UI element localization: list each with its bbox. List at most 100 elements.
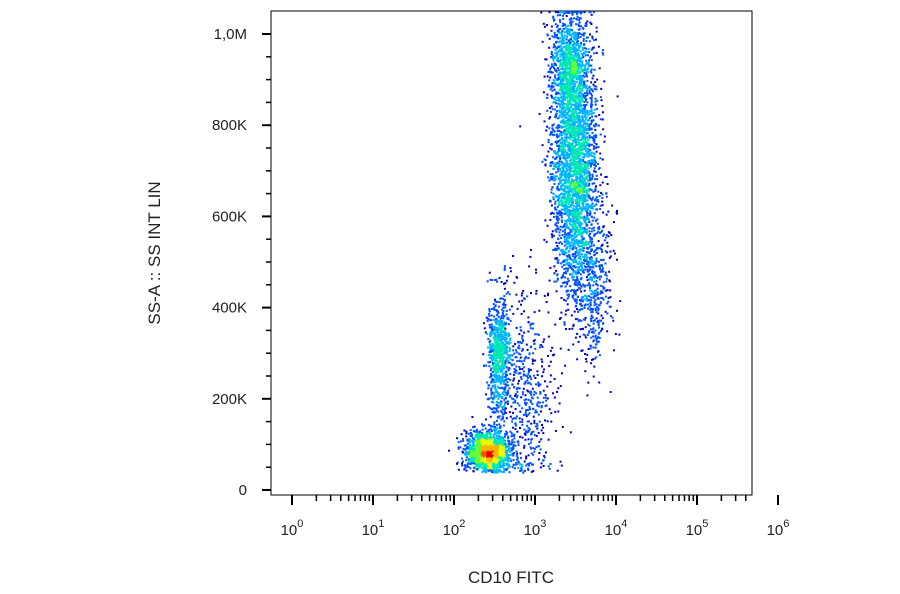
data-point bbox=[512, 446, 515, 448]
data-point bbox=[509, 267, 512, 269]
data-point bbox=[579, 188, 582, 191]
data-point bbox=[501, 351, 504, 354]
data-point bbox=[592, 226, 595, 229]
data-point bbox=[582, 120, 585, 123]
data-point bbox=[571, 191, 574, 194]
data-point bbox=[467, 447, 470, 450]
data-point bbox=[590, 119, 593, 122]
data-point bbox=[581, 216, 584, 219]
data-point bbox=[504, 337, 507, 339]
data-point bbox=[490, 444, 493, 447]
data-point bbox=[471, 440, 474, 443]
data-point bbox=[561, 178, 564, 181]
data-point bbox=[503, 321, 506, 324]
data-point bbox=[488, 466, 491, 469]
data-point bbox=[594, 103, 597, 106]
data-point bbox=[564, 131, 567, 134]
data-point bbox=[563, 268, 566, 271]
data-point bbox=[563, 142, 566, 145]
data-point bbox=[568, 149, 571, 152]
data-point bbox=[576, 277, 579, 280]
data-point bbox=[494, 304, 497, 307]
data-point bbox=[557, 149, 560, 152]
data-point bbox=[567, 202, 570, 205]
data-point bbox=[486, 437, 489, 440]
data-point bbox=[500, 452, 503, 455]
data-point bbox=[564, 259, 567, 262]
data-point bbox=[595, 146, 598, 149]
data-point bbox=[509, 457, 512, 460]
data-point bbox=[590, 108, 593, 111]
data-point bbox=[587, 196, 590, 199]
data-point bbox=[469, 467, 472, 470]
data-point bbox=[584, 199, 587, 202]
data-point bbox=[512, 447, 515, 450]
data-point bbox=[559, 199, 562, 202]
data-point bbox=[501, 308, 504, 311]
data-point bbox=[501, 311, 504, 314]
data-point bbox=[567, 226, 570, 229]
data-point bbox=[554, 247, 557, 250]
data-point bbox=[482, 436, 485, 439]
data-point bbox=[489, 331, 492, 334]
data-point bbox=[571, 199, 574, 201]
data-point bbox=[582, 112, 585, 115]
data-point bbox=[572, 204, 575, 207]
data-point bbox=[472, 452, 475, 455]
data-point bbox=[579, 175, 582, 178]
data-point bbox=[486, 333, 489, 335]
data-point bbox=[555, 175, 558, 178]
data-point bbox=[570, 209, 573, 212]
data-point bbox=[473, 454, 476, 456]
data-point bbox=[558, 317, 561, 320]
data-point bbox=[467, 458, 470, 461]
data-point bbox=[559, 173, 562, 176]
data-point bbox=[500, 460, 503, 463]
data-point bbox=[586, 147, 589, 150]
data-point bbox=[552, 249, 555, 252]
data-point bbox=[485, 436, 488, 438]
data-point bbox=[559, 180, 562, 183]
data-point bbox=[503, 295, 506, 297]
data-point bbox=[487, 453, 490, 456]
data-point bbox=[587, 243, 590, 246]
data-point bbox=[581, 153, 583, 156]
data-point bbox=[541, 144, 544, 147]
data-point bbox=[585, 229, 588, 232]
data-point bbox=[584, 126, 587, 129]
data-point bbox=[576, 243, 579, 246]
data-point bbox=[504, 435, 506, 438]
data-point bbox=[463, 444, 466, 447]
data-point bbox=[554, 179, 557, 182]
data-point bbox=[591, 104, 594, 107]
data-point bbox=[580, 148, 583, 151]
data-point bbox=[480, 446, 483, 449]
data-point bbox=[572, 210, 575, 213]
data-point bbox=[467, 452, 470, 455]
data-point bbox=[495, 435, 498, 437]
data-point bbox=[595, 196, 598, 198]
data-point bbox=[572, 237, 575, 240]
data-point bbox=[561, 108, 563, 111]
data-point bbox=[584, 172, 587, 175]
data-point bbox=[568, 255, 571, 258]
data-point bbox=[560, 180, 563, 183]
data-point bbox=[585, 189, 588, 192]
data-point bbox=[495, 371, 497, 374]
data-point bbox=[561, 372, 563, 375]
data-point bbox=[485, 433, 488, 436]
data-point bbox=[507, 291, 509, 294]
data-point bbox=[591, 155, 594, 158]
data-point bbox=[566, 261, 569, 264]
data-point bbox=[574, 82, 577, 85]
data-point bbox=[543, 120, 546, 123]
data-point bbox=[566, 246, 569, 248]
data-point bbox=[470, 450, 473, 453]
data-point bbox=[582, 188, 585, 190]
data-point bbox=[578, 126, 581, 129]
data-point bbox=[496, 441, 499, 444]
data-point bbox=[515, 450, 518, 453]
data-point bbox=[577, 133, 580, 136]
data-point bbox=[557, 166, 560, 169]
data-point bbox=[510, 449, 513, 452]
